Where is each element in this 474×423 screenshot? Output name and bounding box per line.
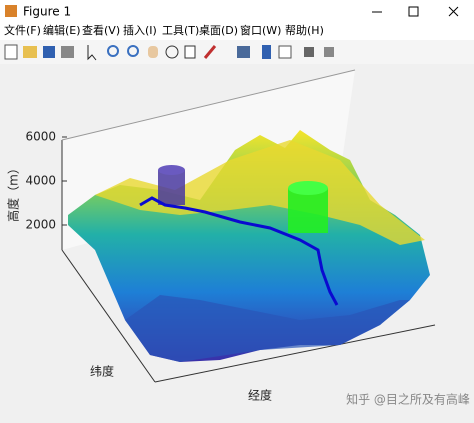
- terrain-surface: [68, 130, 430, 362]
- menu-bar: [0, 22, 474, 40]
- obstacle-top: [288, 181, 328, 195]
- menu-item[interactable]: 窗口(W): [240, 23, 281, 37]
- z-tick-label: 4000: [25, 174, 56, 188]
- window-title: Figure 1: [23, 5, 71, 19]
- z-axis-label: 高度（m）: [6, 162, 21, 222]
- flight-path: [139, 196, 339, 306]
- close-button[interactable]: [448, 6, 459, 17]
- obstacle-top: [158, 165, 185, 175]
- menu-item[interactable]: 桌面(D): [199, 24, 238, 37]
- watermark: 知乎 @目之所及有高峰: [346, 392, 470, 407]
- menu-item[interactable]: 编辑(E): [43, 23, 81, 37]
- menu-item[interactable]: 插入(I): [123, 23, 157, 37]
- y-axis-label: 纬度: [90, 364, 114, 379]
- maximize-button[interactable]: [408, 6, 419, 17]
- menu-item[interactable]: 帮助(H): [285, 23, 324, 37]
- app-icon: [5, 5, 17, 17]
- title-bar: [0, 0, 474, 22]
- menu-item[interactable]: 文件(F): [4, 23, 41, 37]
- menu-item[interactable]: 工具(T): [162, 24, 199, 37]
- obstacle-cylinder: [288, 188, 328, 233]
- menu-item[interactable]: 查看(V): [82, 23, 120, 37]
- toolbar-icons: [4, 44, 334, 61]
- obstacle-cylinder: [158, 170, 185, 205]
- z-tick-label: 6000: [25, 130, 56, 144]
- z-tick-label: 2000: [25, 218, 56, 232]
- x-axis-label: 经度: [248, 388, 272, 403]
